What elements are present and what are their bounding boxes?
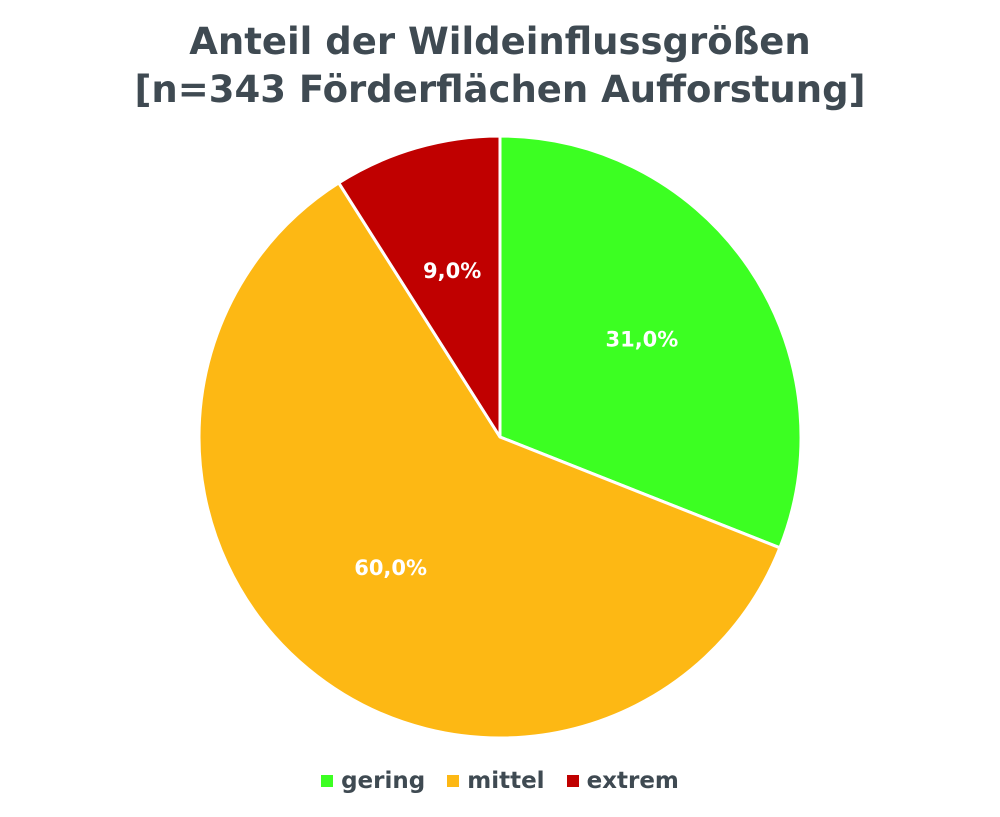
chart-title: Anteil der Wildeinflussgrößen [n=343 För… (0, 18, 1000, 114)
legend-item-extrem: extrem (566, 768, 679, 794)
legend: gering mittel extrem (0, 768, 1000, 794)
data-label-mittel: 60,0% (354, 556, 427, 580)
legend-label-gering: gering (341, 768, 426, 794)
legend-item-gering: gering (321, 768, 425, 794)
legend-label-mittel: mittel (467, 768, 545, 794)
pie-slice-gering (498, 134, 803, 550)
legend-swatch-gering (321, 775, 334, 787)
chart-title-line-1: Anteil der Wildeinflussgrößen (189, 20, 811, 63)
legend-swatch-extrem (566, 775, 579, 787)
chart-title-line-2: [n=343 Förderflächen Aufforstung] (134, 68, 866, 111)
legend-swatch-mittel (447, 775, 460, 787)
pie-slice-extrem (337, 134, 502, 439)
legend-item-mittel: mittel (447, 768, 545, 794)
legend-label-extrem: extrem (586, 768, 679, 794)
pie-slice-mittel (197, 181, 782, 740)
data-label-extrem: 9,0% (423, 259, 481, 283)
data-label-gering: 31,0% (605, 328, 678, 352)
